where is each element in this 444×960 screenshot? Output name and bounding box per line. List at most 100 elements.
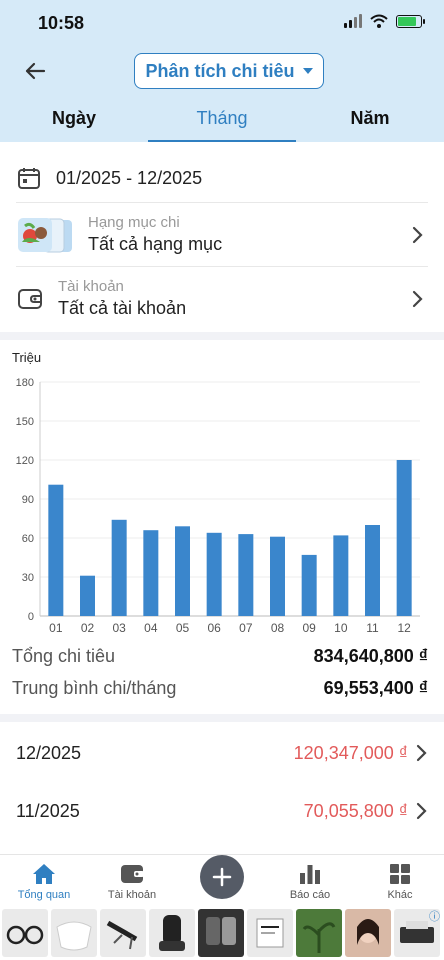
bar-10[interactable] <box>333 535 349 616</box>
average-spending-row: Trung bình chi/tháng 69,553,400 ₫ <box>12 678 428 699</box>
nav-more[interactable]: Khác <box>356 861 444 901</box>
ad-product-portrait[interactable] <box>345 909 391 957</box>
monthly-spending-chart: 0 30 60 90 120 150 180 01 02 03 04 05 06 07 08 09 10 11 12 <box>16 377 420 635</box>
ad-product-seat[interactable] <box>149 909 195 957</box>
chart-card: Triệu 0 30 60 90 120 150 180 01 02 03 04 05 06 07 08 09… <box>0 340 444 714</box>
x-tick-label: 12 <box>397 621 411 635</box>
bar-01[interactable] <box>48 484 64 616</box>
chevron-right-icon <box>408 225 428 245</box>
x-tick-label: 02 <box>81 621 95 635</box>
y-tick-label: 150 <box>16 416 34 428</box>
average-label: Trung bình chi/tháng <box>12 678 177 698</box>
chevron-down-icon <box>302 68 313 74</box>
ad-product-case[interactable] <box>247 909 293 957</box>
list-item[interactable]: 12/2025 120,347,000 ₫ <box>16 724 428 782</box>
x-tick-label: 08 <box>271 621 285 635</box>
category-value: Tất cả hạng mục <box>88 234 223 254</box>
nav-reports[interactable]: Báo cáo <box>266 861 354 901</box>
ad-product-glasses[interactable] <box>2 909 48 957</box>
page-title: Phân tích chi tiêu <box>145 60 295 81</box>
x-tick-label: 04 <box>144 621 158 635</box>
y-tick-label: 30 <box>22 572 34 584</box>
tab-day[interactable]: Ngày <box>51 108 96 128</box>
list-item-month: 11/2025 <box>16 800 80 821</box>
bar-03[interactable] <box>111 519 127 616</box>
plus-icon <box>212 867 232 887</box>
category-label: Hạng mục chi <box>88 214 180 231</box>
ad-product-mask[interactable] <box>51 909 97 957</box>
monthly-list: 12/2025 120,347,000 ₫ 11/2025 70,055,800… <box>0 722 444 854</box>
nav-overview[interactable]: Tổng quan <box>0 861 88 901</box>
y-tick-label: 60 <box>22 533 34 545</box>
date-range-text: 01/2025 - 12/2025 <box>56 167 203 188</box>
nav-overview-label: Tổng quan <box>17 889 71 901</box>
y-tick-label: 180 <box>16 377 34 389</box>
total-spending-row: Tổng chi tiêu 834,640,800 ₫ <box>12 646 428 667</box>
filters-card: 01/2025 - 12/2025 Hạng mục chi Tất cả hạ… <box>0 142 444 332</box>
list-item-amount: 120,347,000 ₫ <box>293 742 408 763</box>
y-tick-label: 0 <box>28 611 34 623</box>
bar-06[interactable] <box>206 532 222 616</box>
y-axis-unit: Triệu <box>12 350 42 365</box>
y-tick-label: 90 <box>22 494 34 506</box>
chevron-right-icon <box>416 802 427 820</box>
ad-product-phone[interactable] <box>198 909 244 957</box>
y-tick-label: 120 <box>16 455 34 467</box>
back-button[interactable] <box>20 56 50 86</box>
chevron-right-icon <box>416 744 427 762</box>
status-time: 10:58 <box>38 13 85 33</box>
nav-reports-label: Báo cáo <box>289 889 331 901</box>
ad-banner <box>0 906 444 960</box>
wallet-icon <box>121 865 144 883</box>
x-tick-label: 03 <box>112 621 126 635</box>
tab-month[interactable]: Tháng <box>148 96 296 142</box>
grid-icon <box>390 864 410 884</box>
nav-accounts-label: Tài khoản <box>107 889 157 901</box>
x-tick-label: 01 <box>49 621 63 635</box>
ad-product-printer[interactable] <box>394 909 440 957</box>
category-filter[interactable]: Hạng mục chi Tất cả hạng mục <box>16 202 428 266</box>
total-value: 834,640,800 ₫ <box>313 646 428 666</box>
account-filter[interactable]: Tài khoản Tất cả tài khoản <box>16 266 428 330</box>
bar-05[interactable] <box>175 526 190 616</box>
account-value: Tất cả tài khoản <box>58 298 187 318</box>
average-value: 69,553,400 ₫ <box>323 678 428 698</box>
bar-chart-icon <box>300 865 320 884</box>
tab-year[interactable]: Năm <box>350 108 390 128</box>
bottom-navigation: Tổng quan Tài khoản Báo cáo <box>0 854 444 906</box>
top-header: 10:58 Phân tích chi tiêu Ngày Tháng Năm <box>0 0 444 142</box>
signal-icon <box>344 14 362 28</box>
ad-info-icon[interactable]: ⓘ <box>429 911 440 923</box>
bar-09[interactable] <box>301 554 317 616</box>
calendar-icon <box>18 168 40 189</box>
back-arrow-icon <box>25 62 46 80</box>
bar-08[interactable] <box>270 536 285 616</box>
bar-11[interactable] <box>365 525 380 616</box>
battery-icon <box>396 14 425 28</box>
total-label: Tổng chi tiêu <box>12 646 116 666</box>
nav-accounts[interactable]: Tài khoản <box>88 861 176 901</box>
x-tick-label: 11 <box>366 621 379 635</box>
x-tick-label: 06 <box>207 621 221 635</box>
date-range-selector[interactable]: 01/2025 - 12/2025 <box>16 156 428 200</box>
ad-product-bench[interactable] <box>100 909 146 957</box>
x-tick-label: 10 <box>334 621 348 635</box>
nav-more-label: Khác <box>387 889 413 901</box>
x-tick-label: 07 <box>239 621 253 635</box>
list-item-amount: 70,055,800 ₫ <box>303 800 408 821</box>
period-tabs: Ngày Tháng Năm <box>0 96 444 142</box>
x-tick-label: 09 <box>302 621 316 635</box>
status-icons <box>344 14 425 28</box>
x-tick-label: 05 <box>176 621 190 635</box>
bar-02[interactable] <box>80 575 95 616</box>
bar-12[interactable] <box>396 460 412 616</box>
wallet-icon <box>18 288 42 309</box>
analysis-type-dropdown[interactable]: Phân tích chi tiêu <box>134 53 324 89</box>
list-item[interactable]: 11/2025 70,055,800 ₫ <box>16 782 428 840</box>
bar-04[interactable] <box>143 530 159 616</box>
category-icon <box>18 217 72 252</box>
bar-07[interactable] <box>238 534 254 616</box>
list-item-month: 12/2025 <box>16 742 82 763</box>
add-transaction-button[interactable] <box>200 855 244 899</box>
ad-product-plant[interactable] <box>296 909 342 957</box>
